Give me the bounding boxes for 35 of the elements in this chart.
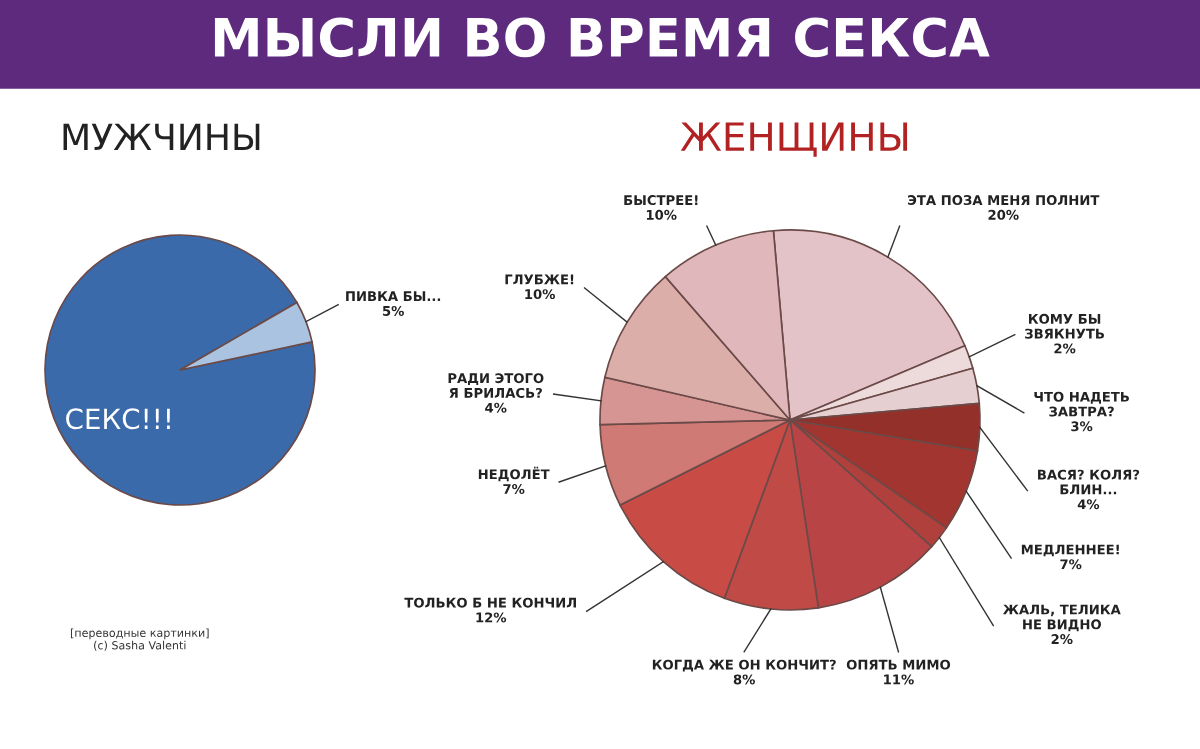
slice-label: ЧТО НАДЕТЬ ЗАВТРА?: [1034, 391, 1129, 417]
slice-label: ЖАЛЬ, ТЕЛИКА НЕ ВИДНО: [1002, 604, 1121, 632]
data-label: 20%: [988, 209, 1019, 220]
slice-label: КОГДА ЖЕ ОН КОНЧИТ?: [652, 659, 836, 672]
data-label: 7%: [1060, 559, 1082, 570]
pie-slice: [44, 234, 316, 506]
slice-label: ТОЛЬКО Б НЕ КОНЧИЛ: [404, 597, 576, 608]
slice-label: ОПЯТЬ МИМО: [846, 659, 951, 670]
slice-label: НЕДОЛЁТ: [478, 466, 550, 482]
data-label: 5%: [382, 305, 404, 316]
slice-label: БЫСТРЕЕ!: [624, 195, 698, 206]
data-label: 8%: [733, 674, 755, 685]
chart-title: ЖЕНЩИНЫ: [680, 122, 908, 157]
slice-label: ВАСЯ? КОЛЯ? БЛИН...: [1038, 469, 1140, 495]
text: [переводные картинки] (c) Sasha Valenti: [70, 628, 209, 651]
chart-subtitle: МУЖЧИНЫ: [63, 123, 260, 150]
slice-label: МЕДЛЕННЕЕ!: [1021, 544, 1119, 557]
data-label: 10%: [525, 289, 556, 300]
pie-slice: [179, 301, 313, 371]
slice-label: КОМУ БЫ ЗВЯКНУТЬ: [1025, 313, 1104, 339]
data-label: 12%: [476, 612, 507, 623]
slice-label: РАДИ ЭТОГО Я БРИЛАСЬ?: [448, 373, 544, 398]
data-label: 2%: [1051, 634, 1073, 645]
data-label: 4%: [485, 402, 507, 413]
slice-label: СЕКС!!!: [66, 408, 170, 430]
data-label: 7%: [503, 484, 525, 495]
data-label: 10%: [646, 209, 677, 220]
data-label: 11%: [884, 674, 914, 685]
data-label: 3%: [1071, 421, 1093, 432]
slice-label: ГЛУБЖЕ!: [505, 274, 574, 285]
data-label: 2%: [1054, 343, 1076, 354]
slice-label: ПИВКА БЫ...: [346, 291, 441, 301]
data-label: 4%: [1077, 499, 1100, 510]
text: МЫСЛИ ВО ВРЕМЯ СЕКСА: [214, 17, 990, 58]
slice-label: ЭТА ПОЗА МЕНЯ ПОЛНИТ: [908, 195, 1100, 206]
